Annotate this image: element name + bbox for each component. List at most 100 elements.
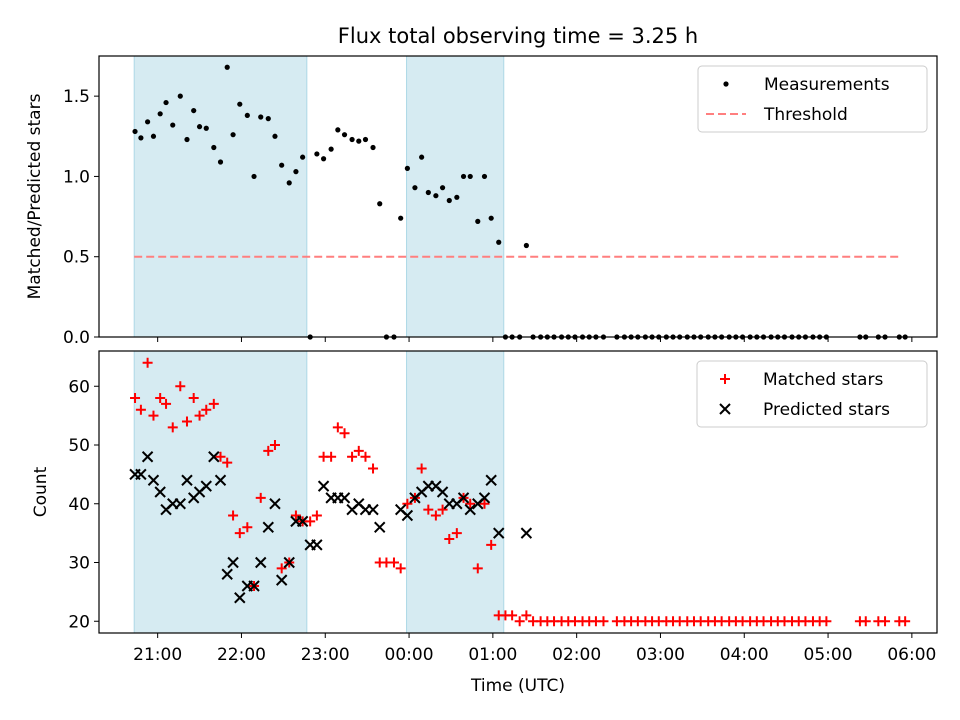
measurement-point — [433, 193, 439, 199]
predicted-star-point — [269, 498, 281, 510]
matched-star-point — [860, 616, 871, 627]
measurement-point — [481, 173, 488, 180]
matched-star-point — [148, 410, 159, 421]
predicted-star-point — [436, 486, 449, 498]
x-tick-label: 06:00 — [887, 645, 936, 665]
x-tick-label: 02:00 — [552, 645, 601, 665]
legend-box — [697, 65, 928, 133]
matched-star-point — [161, 398, 172, 409]
predicted-star-point — [485, 474, 497, 486]
predicted-star-point — [374, 521, 386, 533]
matched-star-point — [167, 422, 178, 433]
legend: Measurements Threshold — [697, 65, 928, 133]
measurement-point — [349, 136, 355, 143]
matched-star-point — [201, 404, 212, 415]
matched-star-point — [451, 528, 462, 539]
measurement-point — [230, 132, 236, 138]
measurement-point — [217, 159, 224, 165]
predicted-star-point — [520, 527, 533, 539]
matched-star-point — [242, 522, 253, 533]
predicted-star-point — [262, 521, 274, 533]
matched-star-point — [215, 451, 226, 462]
measurement-point — [320, 156, 327, 162]
y-axis-label: Count — [31, 466, 51, 517]
y-tick-label: 50 — [68, 436, 90, 456]
legend-label: Threshold — [763, 105, 848, 125]
predicted-star-point — [221, 568, 233, 580]
predicted-star-point — [478, 492, 491, 504]
matched-star-point — [821, 616, 832, 627]
matched-star-point — [430, 510, 441, 521]
matched-star-point — [423, 504, 434, 515]
measurement-point — [279, 162, 285, 168]
matched-star-point — [465, 498, 476, 509]
measurement-point — [370, 144, 376, 151]
measurement-point — [523, 242, 529, 249]
predicted-star-point — [135, 468, 147, 481]
predicted-star-point — [141, 451, 154, 463]
predicted-star-point — [338, 492, 351, 504]
measurement-point — [439, 185, 446, 191]
predicted-star-point — [457, 492, 470, 504]
x-axis-label: Time (UTC) — [470, 676, 565, 696]
predicted-star-point — [275, 574, 288, 586]
measurement-point — [184, 136, 190, 143]
matched-star-point — [395, 563, 406, 574]
measurement-point — [170, 122, 176, 128]
measurement-point — [237, 101, 243, 107]
matched-star-point — [521, 610, 532, 621]
x-tick-label: 23:00 — [301, 645, 350, 665]
predicted-star-point — [214, 474, 227, 486]
y-tick-label: 30 — [68, 554, 90, 574]
measurement-point — [314, 151, 320, 157]
matched-star-point — [514, 616, 525, 627]
matched-star-point — [486, 539, 497, 550]
x-tick-label: 04:00 — [720, 645, 769, 665]
measurement-point — [191, 107, 197, 114]
predicted-star-point — [401, 509, 414, 522]
matched-star-point — [142, 357, 153, 368]
measurement-point — [251, 173, 257, 180]
predicted-star-point — [154, 486, 166, 498]
matched-star-point — [130, 393, 141, 403]
legend-label: Predicted stars — [763, 400, 890, 420]
measurement-point — [362, 136, 369, 143]
x-tick-label: 03:00 — [636, 645, 685, 665]
matched-star-point — [155, 393, 166, 403]
x-tick-label: 22:00 — [217, 645, 266, 665]
predicted-star-point — [493, 527, 505, 539]
matched-star-point — [311, 510, 322, 521]
measurement-point — [132, 128, 138, 135]
measurement-point — [467, 173, 473, 180]
measurement-point — [138, 135, 144, 141]
y-tick-label: 40 — [68, 495, 90, 515]
y-tick-label: 60 — [68, 377, 90, 397]
measurement-point — [446, 197, 452, 204]
measurement-point — [356, 138, 362, 144]
measurement-point — [150, 133, 157, 139]
matched-star-point — [416, 463, 427, 474]
x-tick-label: 05:00 — [804, 645, 853, 665]
ratio-panel: 0.0 0.5 1.0 1.5 Matched/Predicted stars Measu… — [25, 55, 938, 348]
matched-star-point — [598, 616, 609, 627]
matched-star-point — [880, 616, 891, 627]
matched-star-point — [208, 398, 219, 409]
measurement-point — [328, 146, 334, 152]
matched-star-point — [339, 428, 350, 439]
y-tick-label: 1.5 — [63, 87, 90, 107]
predicted-star-point — [208, 451, 220, 463]
measurement-point — [196, 124, 203, 130]
matched-star-point — [234, 528, 245, 539]
count-panel: 20 30 40 50 60 21:00 22:00 23:00 00:00 01:00 02:00… — [31, 350, 938, 696]
axes-frame — [98, 55, 938, 338]
measurement-point — [272, 133, 278, 139]
measurement-point — [203, 125, 209, 131]
matched-star-point — [332, 422, 343, 433]
predicted-star-point — [181, 474, 193, 486]
predicted-star-point — [367, 503, 379, 516]
measurement-point — [265, 116, 271, 122]
measurement-point — [419, 154, 425, 160]
predicted-star-point — [227, 556, 239, 569]
matched-star-point — [188, 393, 199, 403]
matched-star-point — [360, 451, 371, 462]
